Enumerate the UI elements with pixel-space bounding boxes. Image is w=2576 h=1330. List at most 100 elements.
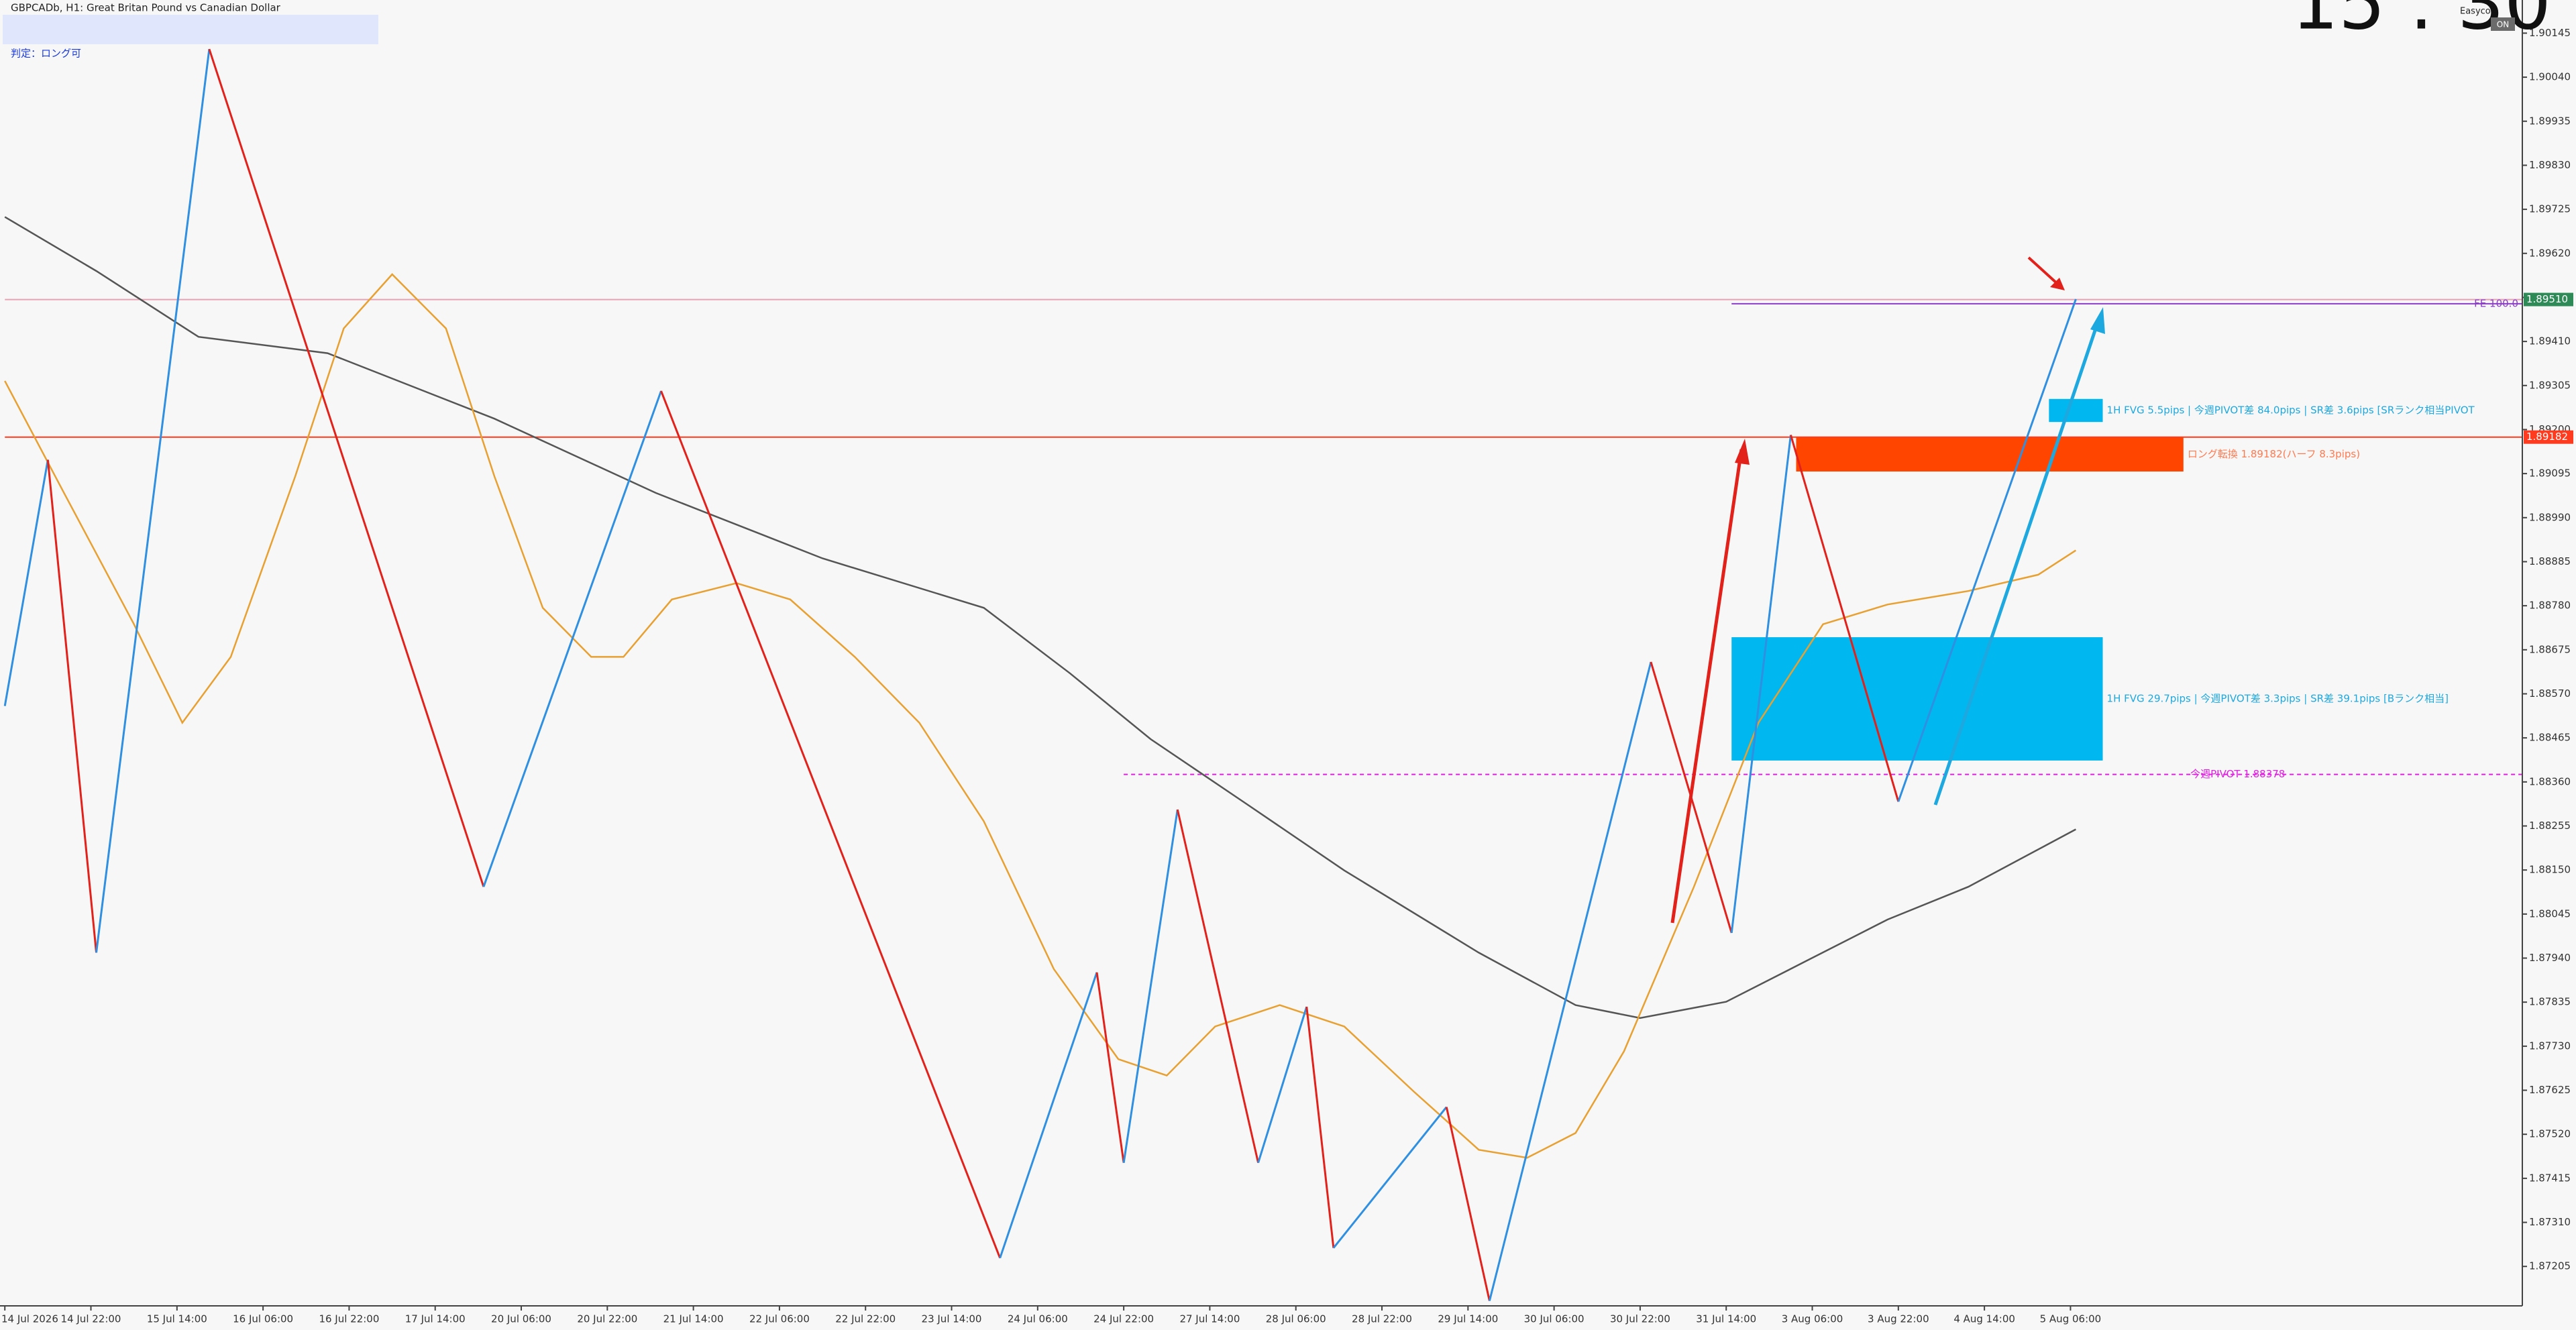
ma-line [4, 273, 2077, 1159]
zone [1796, 437, 2184, 472]
x-tick-label: 30 Jul 06:00 [1524, 1313, 1585, 1325]
price-box-label: 1.89510 [2526, 293, 2568, 305]
y-tick-label: 1.89305 [2529, 379, 2571, 391]
zigzag-segment [660, 390, 1002, 1259]
y-tick-label: 1.88990 [2529, 511, 2571, 523]
y-tick-label: 1.88675 [2529, 643, 2571, 655]
zone [2049, 398, 2103, 423]
x-tick-label: 17 Jul 14:00 [405, 1313, 466, 1325]
x-tick-label: 28 Jul 22:00 [1352, 1313, 1412, 1325]
price-box [2524, 430, 2573, 444]
y-tick-label: 1.89095 [2529, 467, 2571, 480]
zigzag-segment [1730, 435, 1792, 934]
arrow-shaft [1933, 318, 2101, 806]
zigzag-segment [1176, 809, 1260, 1164]
x-tick-label: 14 Jul 22:00 [61, 1313, 121, 1325]
zigzag-segment [1790, 435, 1900, 802]
y-tick-label: 1.87520 [2529, 1128, 2571, 1140]
zone-label: 1H FVG 5.5pips | 今週PIVOT差 84.0pips | SR差… [2107, 404, 2475, 416]
x-tick-label: 20 Jul 22:00 [577, 1313, 637, 1325]
panel-label: Easyco [2460, 7, 2491, 17]
x-tick-label: 31 Jul 14:00 [1696, 1313, 1756, 1325]
x-tick-label: 20 Jul 06:00 [491, 1313, 551, 1325]
x-tick-label: 3 Aug 22:00 [1868, 1313, 1929, 1325]
level-text: 今週PIVOT 1.88378 [2190, 768, 2285, 780]
x-tick-label: 4 Aug 14:00 [1953, 1313, 2015, 1325]
price-box-label: 1.89182 [2526, 431, 2568, 443]
blurred-info [3, 15, 378, 44]
y-tick-label: 1.89830 [2529, 159, 2571, 171]
zigzag-segment [1122, 809, 1179, 1163]
y-tick-label: 1.89410 [2529, 335, 2571, 347]
y-tick-label: 1.88045 [2529, 907, 2571, 920]
x-tick-label: 22 Jul 22:00 [835, 1313, 896, 1325]
zigzag-segment [3, 459, 49, 706]
y-tick-label: 1.87730 [2529, 1040, 2571, 1052]
zone [1731, 637, 2103, 761]
x-tick-label: 22 Jul 06:00 [749, 1313, 810, 1325]
y-tick-label: 1.87310 [2529, 1216, 2571, 1228]
y-tick-label: 1.88570 [2529, 687, 2571, 700]
zigzag-segment [208, 48, 485, 887]
x-tick-label: 5 Aug 06:00 [2040, 1313, 2102, 1325]
y-tick-label: 1.88465 [2529, 732, 2571, 744]
y-tick-label: 1.87625 [2529, 1084, 2571, 1096]
x-tick-label: 3 Aug 06:00 [1782, 1313, 1843, 1325]
x-tick-label: 30 Jul 22:00 [1610, 1313, 1670, 1325]
chart-title: GBPCADb, H1: Great Britan Pound vs Canad… [11, 2, 281, 14]
x-tick-label: 15 Jul 14:00 [147, 1313, 207, 1325]
zigzag-segment [95, 48, 211, 953]
y-tick-label: 1.88885 [2529, 555, 2571, 567]
y-tick-label: 1.90040 [2529, 71, 2571, 83]
y-tick-label: 1.88360 [2529, 775, 2571, 787]
arrow-head [2090, 307, 2105, 334]
x-tick-label: 16 Jul 06:00 [233, 1313, 293, 1325]
x-tick-label: 24 Jul 22:00 [1093, 1313, 1154, 1325]
zigzag-segment [1257, 1006, 1308, 1164]
price-box [2524, 292, 2573, 307]
clock: 15 : 30 : 15 [2292, 0, 2576, 46]
zigzag-segment [46, 459, 98, 953]
zigzag-segment [1095, 972, 1125, 1163]
y-tick-label: 1.88780 [2529, 600, 2571, 612]
y-tick-label: 1.89935 [2529, 115, 2571, 127]
ma-line [4, 216, 2076, 1019]
y-tick-label: 1.89620 [2529, 247, 2571, 259]
zone-label: ロング転換 1.89182(ハーフ 8.3pips) [2188, 448, 2360, 460]
zigzag-segment [1897, 298, 2077, 802]
x-tick-label: 21 Jul 14:00 [663, 1313, 724, 1325]
zigzag-segment [999, 972, 1098, 1259]
y-tick-label: 1.87205 [2529, 1260, 2571, 1272]
zigzag-segment [482, 390, 662, 887]
toggle-button[interactable] [2491, 17, 2515, 31]
zigzag-segment [1332, 1106, 1448, 1249]
level-text: FE 100.0 [2474, 297, 2518, 309]
y-tick-label: 1.87835 [2529, 996, 2571, 1008]
zone-label: 1H FVG 29.7pips | 今週PIVOT差 3.3pips | SR差… [2107, 692, 2449, 704]
arrow-head [2050, 278, 2065, 290]
arrow-shaft [2027, 256, 2059, 286]
x-tick-label: 14 Jul 2026 [1, 1313, 58, 1325]
zigzag-segment [1445, 1107, 1491, 1301]
zigzag-segment [1488, 661, 1652, 1301]
plot-area: ロング転換 1.89182(ハーフ 8.3pips) 1H FVG 5.5pips… [3, 48, 2522, 1301]
y-tick-label: 1.87940 [2529, 952, 2571, 964]
y-tick-label: 1.90145 [2529, 27, 2571, 39]
x-tick-label: 16 Jul 22:00 [319, 1313, 379, 1325]
toggle-button-label[interactable]: ON [2497, 20, 2509, 30]
y-tick-label: 1.88150 [2529, 864, 2571, 876]
x-tick-label: 24 Jul 06:00 [1008, 1313, 1068, 1325]
zigzag-segment [1305, 1006, 1335, 1248]
arrow-shaft [1670, 449, 1743, 924]
x-tick-label: 23 Jul 14:00 [922, 1313, 982, 1325]
y-tick-label: 1.88255 [2529, 820, 2571, 832]
annotation-arrows [1670, 256, 2105, 924]
x-tick-label: 28 Jul 06:00 [1266, 1313, 1326, 1325]
x-tick-label: 29 Jul 14:00 [1438, 1313, 1498, 1325]
y-tick-label: 1.87415 [2529, 1172, 2571, 1184]
verdict-text: 判定：ロング可 [11, 48, 81, 60]
y-tick-label: 1.89725 [2529, 203, 2571, 215]
